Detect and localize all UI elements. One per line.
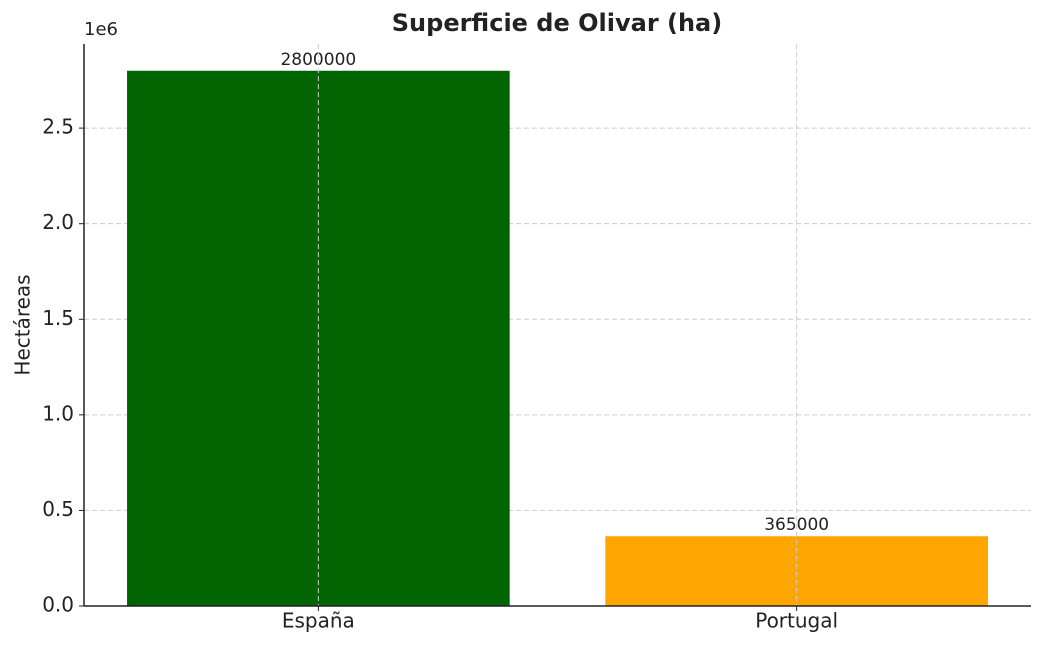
y-tick-label: 2.0	[42, 210, 74, 234]
y-axis-label: Hectáreas	[11, 274, 35, 375]
x-tick-label: España	[282, 609, 355, 633]
y-tick-label: 1.0	[42, 401, 74, 425]
bar	[605, 536, 988, 606]
chart-title: Superficie de Olivar (ha)	[392, 9, 722, 37]
y-offset-label: 1e6	[84, 19, 118, 40]
x-tick-label: Portugal	[755, 609, 838, 633]
y-tick-label: 1.5	[42, 306, 74, 330]
y-tick-label: 2.5	[42, 115, 74, 139]
y-tick-label: 0.5	[42, 497, 74, 521]
y-tick-label: 0.0	[42, 593, 74, 617]
value-label: 2800000	[280, 50, 356, 70]
